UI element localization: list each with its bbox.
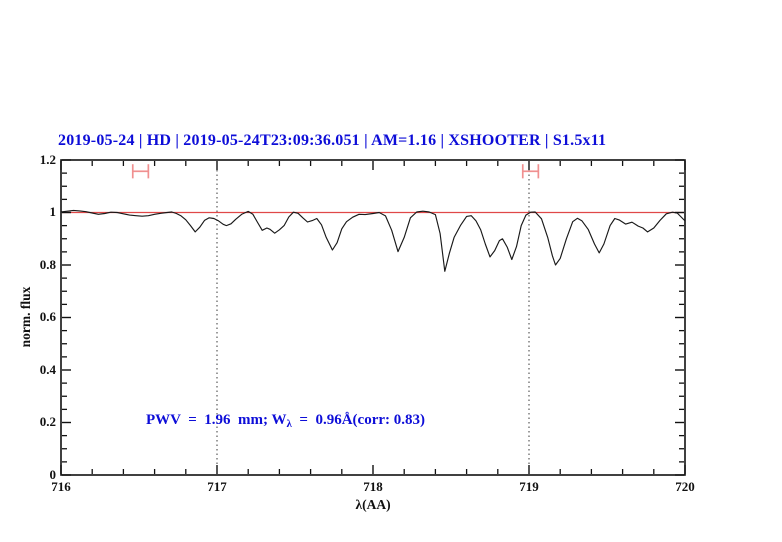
y-tick-label: 0.6	[39, 309, 56, 324]
y-tick-label: 1.2	[39, 151, 56, 167]
y-tick-label: 0.4	[39, 361, 56, 377]
x-tick-label: 719	[519, 479, 539, 494]
pwv-annotation: PWV = 1.96 mm; Wλ = 0.96Å(corr: 0.83)	[146, 412, 425, 430]
x-tick-label: 720	[675, 479, 695, 494]
y-tick-label: 1	[49, 204, 57, 219]
spectrum-line	[60, 209, 686, 272]
x-tick-label: 717	[207, 479, 227, 494]
y-tick-label: 0.8	[39, 256, 56, 272]
plot-frame	[60, 159, 686, 476]
x-tick-label: 718	[363, 479, 383, 494]
pwv-annotation-prefix: PWV = 1.96 mm; W	[146, 412, 287, 428]
lambda-subscript: λ	[286, 418, 292, 430]
plot-title: 2019-05-24 | HD | 2019-05-24T23:09:36.05…	[58, 132, 607, 149]
y-tick-label: 0.2	[39, 414, 56, 429]
x-axis-label: λ(AA)	[355, 497, 391, 512]
x-tick-label: 716	[51, 479, 71, 494]
y-tick-label: 0	[49, 466, 57, 482]
pwv-annotation-suffix: = 0.96Å(corr: 0.83)	[291, 412, 425, 428]
